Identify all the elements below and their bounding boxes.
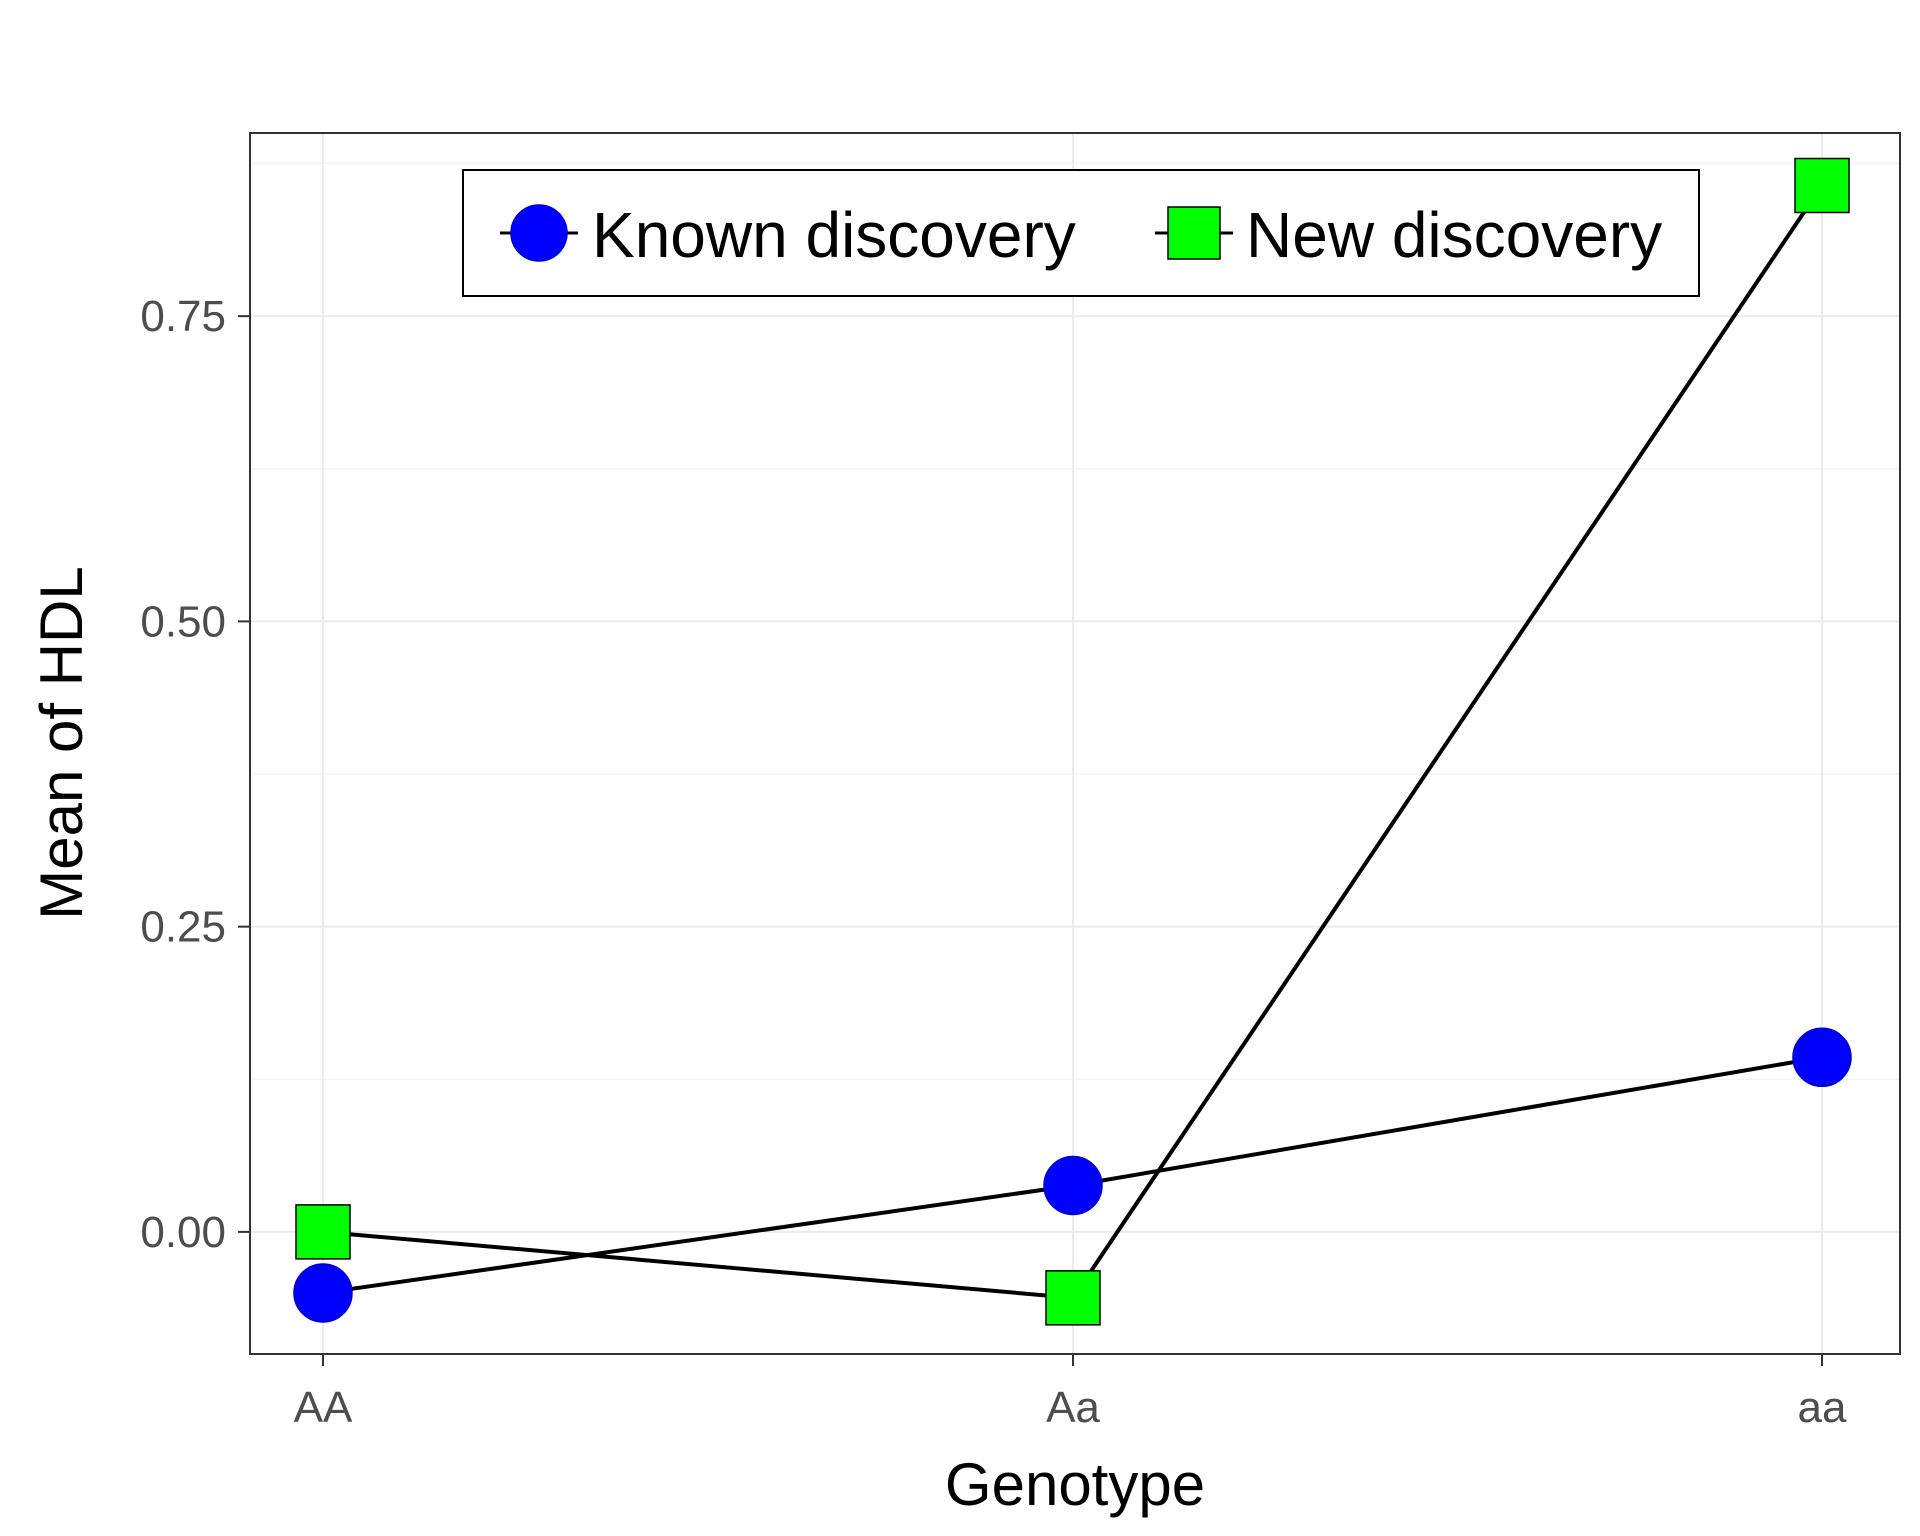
data-point-known-Aa: [1043, 1155, 1103, 1216]
x-tick-label: Aa: [1046, 1383, 1100, 1432]
x-axis-title: Genotype: [945, 1451, 1205, 1518]
data-point-known-AA: [293, 1263, 353, 1323]
y-tick-label: 0.75: [140, 292, 226, 341]
y-tick-label: 0.25: [140, 903, 226, 952]
x-axis: AA Aa aa: [294, 1354, 1847, 1432]
y-axis-title: Mean of HDL: [28, 566, 95, 920]
data-point-new-Aa: [1045, 1270, 1101, 1326]
y-axis: 0.00 0.25 0.50 0.75: [140, 292, 250, 1257]
x-tick-label: AA: [294, 1383, 353, 1432]
legend-label-new: New discovery: [1246, 199, 1662, 271]
y-tick-label: 0.50: [140, 597, 226, 646]
plot-panel-border: [249, 132, 1901, 1355]
legend-label-known: Known discovery: [592, 199, 1076, 271]
legend: Known discovery New discovery: [462, 169, 1700, 297]
gridlines: [250, 133, 1900, 1354]
data-point-known-aa: [1792, 1027, 1852, 1088]
legend-key-square-new: [1167, 206, 1221, 260]
y-tick-label: 0.00: [140, 1208, 226, 1257]
series-markers: [293, 157, 1852, 1326]
legend-box: [462, 169, 1700, 297]
data-point-new-AA: [295, 1204, 351, 1260]
x-tick-label: aa: [1798, 1383, 1847, 1432]
data-point-new-aa: [1794, 157, 1850, 214]
legend-key-circle-known: [510, 204, 568, 262]
